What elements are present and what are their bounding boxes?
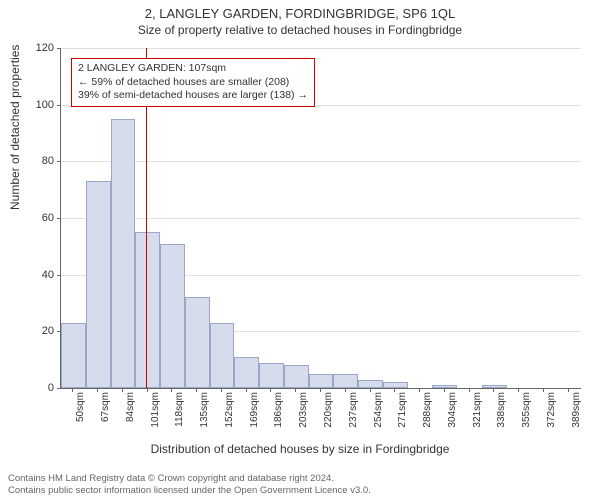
xtick-label: 372sqm xyxy=(546,392,557,442)
x-axis-label: Distribution of detached houses by size … xyxy=(0,442,600,456)
xtick-label: 321sqm xyxy=(472,392,483,442)
bar xyxy=(284,365,309,388)
xtick-label: 355sqm xyxy=(521,392,532,442)
xtick-label: 169sqm xyxy=(249,392,260,442)
xtick-label: 135sqm xyxy=(199,392,210,442)
ytick-label: 80 xyxy=(24,155,54,167)
xtick-label: 203sqm xyxy=(298,392,309,442)
xtick-label: 186sqm xyxy=(273,392,284,442)
xtick-label: 338sqm xyxy=(496,392,507,442)
bar xyxy=(86,181,111,388)
xtick-label: 101sqm xyxy=(150,392,161,442)
xtick-label: 288sqm xyxy=(422,392,433,442)
gridline xyxy=(61,218,581,219)
footer-line2: Contains public sector information licen… xyxy=(8,485,592,496)
bar xyxy=(383,382,408,388)
xtick-label: 254sqm xyxy=(373,392,384,442)
ytick-label: 60 xyxy=(24,212,54,224)
bar xyxy=(259,363,284,389)
xtick-mark xyxy=(221,388,222,392)
bar xyxy=(234,357,259,388)
ytick-mark xyxy=(57,105,61,106)
chart-title: 2, LANGLEY GARDEN, FORDINGBRIDGE, SP6 1Q… xyxy=(0,0,600,21)
xtick-label: 304sqm xyxy=(447,392,458,442)
ytick-mark xyxy=(57,48,61,49)
xtick-mark xyxy=(370,388,371,392)
bar xyxy=(61,323,86,388)
bar xyxy=(210,323,235,388)
xtick-mark xyxy=(122,388,123,392)
xtick-mark xyxy=(419,388,420,392)
xtick-mark xyxy=(147,388,148,392)
annotation-box: 2 LANGLEY GARDEN: 107sqm ← 59% of detach… xyxy=(71,58,315,107)
xtick-mark xyxy=(171,388,172,392)
xtick-label: 271sqm xyxy=(397,392,408,442)
ytick-mark xyxy=(57,161,61,162)
bar xyxy=(135,232,160,388)
footer-line1: Contains HM Land Registry data © Crown c… xyxy=(8,473,592,484)
xtick-mark xyxy=(345,388,346,392)
xtick-label: 220sqm xyxy=(323,392,334,442)
annotation-line3: 39% of semi-detached houses are larger (… xyxy=(78,89,308,103)
xtick-mark xyxy=(196,388,197,392)
gridline xyxy=(61,48,581,49)
ytick-mark xyxy=(57,388,61,389)
xtick-mark xyxy=(444,388,445,392)
ytick-label: 120 xyxy=(24,42,54,54)
ytick-mark xyxy=(57,218,61,219)
bar xyxy=(185,297,210,388)
xtick-mark xyxy=(493,388,494,392)
xtick-mark xyxy=(72,388,73,392)
footer: Contains HM Land Registry data © Crown c… xyxy=(8,473,592,496)
ytick-label: 0 xyxy=(24,382,54,394)
bar xyxy=(111,119,136,388)
ytick-label: 20 xyxy=(24,325,54,337)
xtick-mark xyxy=(568,388,569,392)
annotation-line1: 2 LANGLEY GARDEN: 107sqm xyxy=(78,62,308,76)
xtick-mark xyxy=(270,388,271,392)
ytick-mark xyxy=(57,275,61,276)
bar xyxy=(333,374,358,388)
chart-container: 2, LANGLEY GARDEN, FORDINGBRIDGE, SP6 1Q… xyxy=(0,0,600,500)
xtick-label: 152sqm xyxy=(224,392,235,442)
plot-region: 2 LANGLEY GARDEN: 107sqm ← 59% of detach… xyxy=(60,48,581,389)
xtick-label: 389sqm xyxy=(571,392,582,442)
annotation-line2: ← 59% of detached houses are smaller (20… xyxy=(78,76,308,90)
bar xyxy=(482,385,507,388)
bar xyxy=(309,374,334,388)
ytick-label: 40 xyxy=(24,269,54,281)
xtick-mark xyxy=(320,388,321,392)
bar xyxy=(358,380,383,389)
gridline xyxy=(61,161,581,162)
xtick-mark xyxy=(295,388,296,392)
y-axis-label: Number of detached properties xyxy=(8,45,22,210)
xtick-mark xyxy=(518,388,519,392)
xtick-label: 84sqm xyxy=(125,392,136,442)
xtick-label: 67sqm xyxy=(100,392,111,442)
bar xyxy=(432,385,457,388)
xtick-mark xyxy=(394,388,395,392)
ytick-label: 100 xyxy=(24,99,54,111)
xtick-mark xyxy=(246,388,247,392)
chart-subtitle: Size of property relative to detached ho… xyxy=(0,21,600,37)
xtick-label: 118sqm xyxy=(174,392,185,442)
xtick-label: 237sqm xyxy=(348,392,359,442)
xtick-mark xyxy=(97,388,98,392)
chart-area: 2 LANGLEY GARDEN: 107sqm ← 59% of detach… xyxy=(60,48,580,418)
xtick-mark xyxy=(543,388,544,392)
bar xyxy=(160,244,185,389)
xtick-label: 50sqm xyxy=(75,392,86,442)
xtick-mark xyxy=(469,388,470,392)
